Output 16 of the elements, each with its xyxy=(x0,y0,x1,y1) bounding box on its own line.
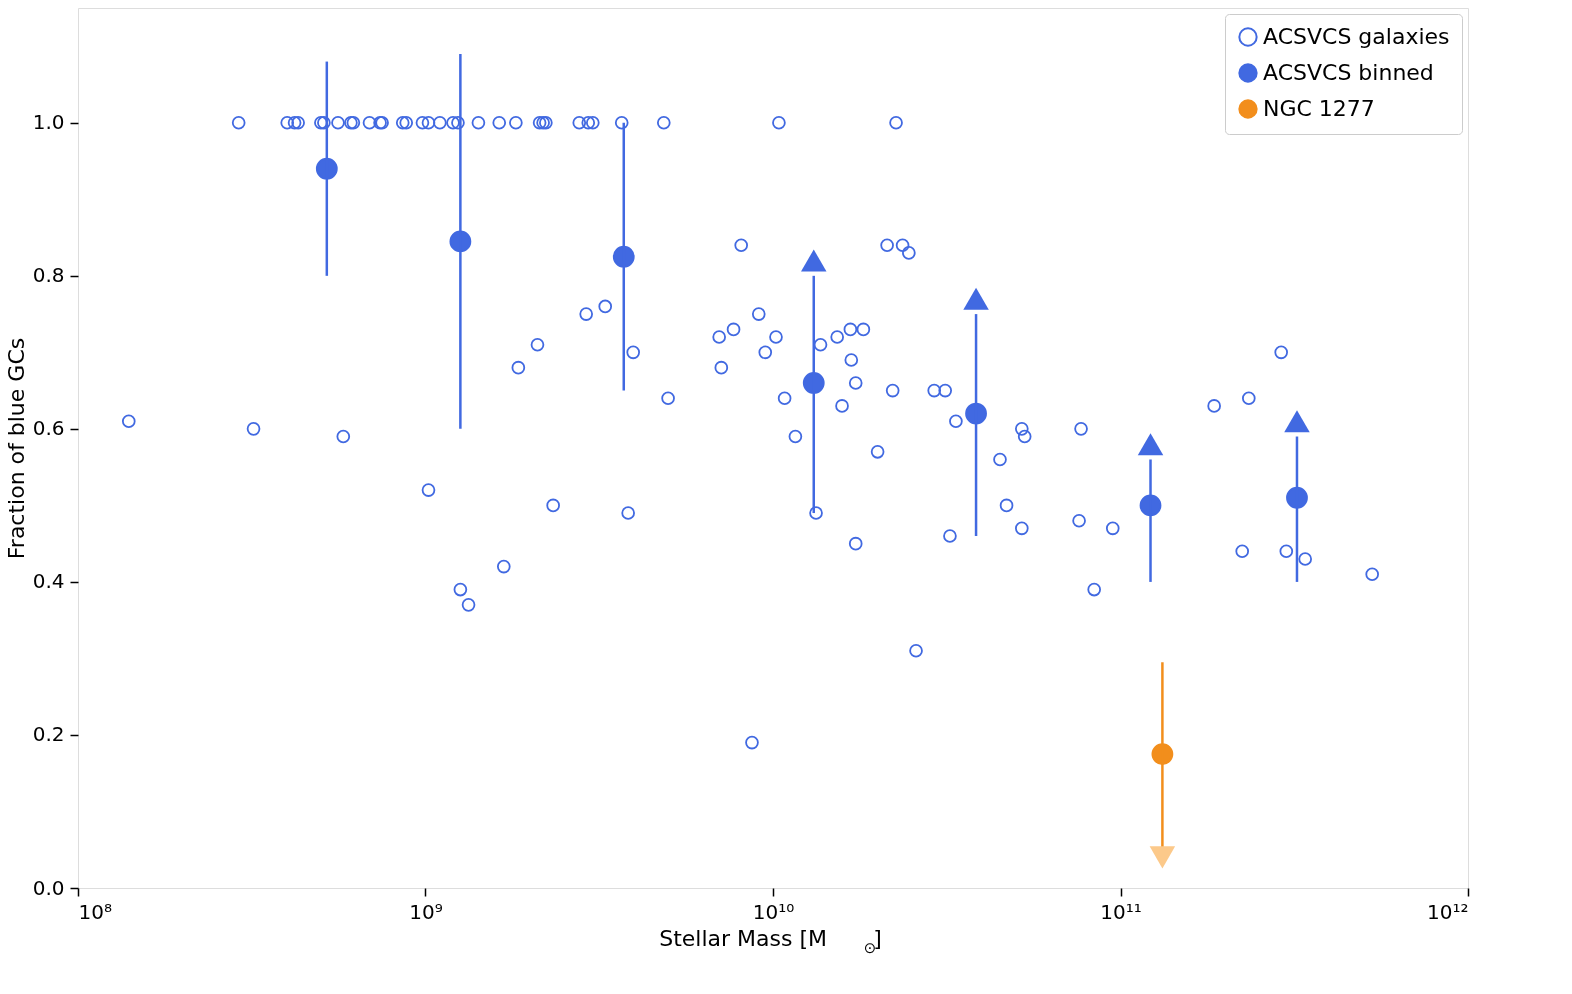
legend-label: ACSVCS galaxies xyxy=(1263,24,1450,49)
legend-label: NGC 1277 xyxy=(1263,96,1375,121)
y-tick-label: 0.4 xyxy=(32,569,65,594)
legend-label: ACSVCS binned xyxy=(1263,60,1434,85)
text: Stellar Mass [M⊙] xyxy=(659,926,882,957)
y-tick-label: 0.0 xyxy=(32,875,65,900)
x-tick-label: 10⁹ xyxy=(409,899,443,924)
x-tick-label: 10¹¹ xyxy=(1100,899,1142,924)
x-tick-label: 10¹² xyxy=(1427,899,1469,924)
y-tick-label: 0.2 xyxy=(32,722,65,747)
x-tick-label: 10¹⁰ xyxy=(752,899,795,924)
y-axis-title: Fraction of blue GCs xyxy=(3,337,29,560)
y-tick-label: 0.8 xyxy=(32,263,65,288)
y-tick-label: 0.6 xyxy=(32,416,65,441)
y-tick-label: 1.0 xyxy=(32,110,65,135)
x-tick-label: 10⁸ xyxy=(78,899,112,924)
